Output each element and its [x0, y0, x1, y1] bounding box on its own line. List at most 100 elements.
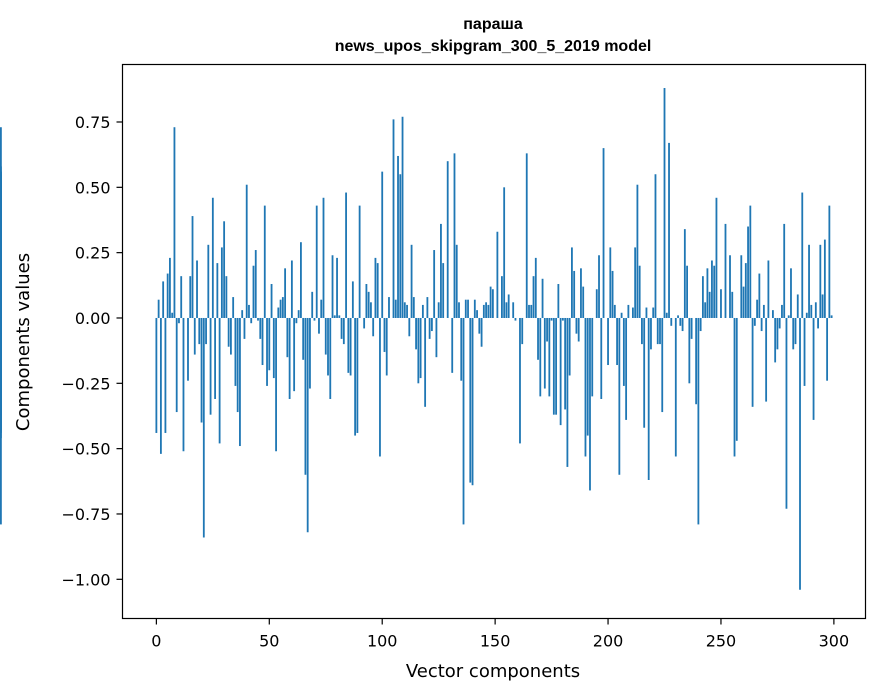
bar	[688, 317, 691, 384]
bar	[790, 268, 792, 318]
bar	[286, 317, 289, 358]
bar	[778, 317, 781, 329]
bar	[708, 291, 711, 318]
bar	[478, 317, 481, 334]
bar	[385, 317, 388, 376]
bar	[787, 315, 790, 318]
bar	[496, 231, 499, 318]
bar	[491, 289, 494, 318]
bar	[643, 317, 646, 428]
bar	[403, 302, 406, 318]
bar	[207, 244, 210, 318]
bar	[354, 317, 357, 436]
bar	[412, 297, 415, 318]
bar	[713, 265, 716, 318]
bar	[471, 317, 474, 486]
bar	[315, 205, 318, 318]
y-tick-label: −1.00	[61, 570, 110, 589]
bar	[408, 317, 411, 337]
bar	[686, 265, 688, 318]
bar	[304, 317, 307, 475]
bar	[647, 317, 650, 480]
bar	[503, 187, 506, 318]
bar	[464, 299, 467, 318]
bar	[656, 317, 659, 345]
chart-title: параша	[463, 16, 523, 33]
bar	[189, 276, 192, 318]
bar	[744, 263, 747, 318]
bar	[489, 286, 492, 318]
x-tick-label: 100	[367, 632, 398, 651]
bar	[324, 317, 327, 355]
bar	[266, 317, 268, 386]
bar	[735, 317, 738, 441]
bar	[367, 291, 370, 318]
bar	[792, 317, 795, 350]
bar	[446, 161, 449, 318]
bar	[731, 291, 734, 318]
bar	[284, 268, 287, 318]
bar	[363, 317, 366, 329]
bar	[351, 281, 354, 318]
bar	[575, 317, 578, 334]
bar	[580, 268, 582, 318]
bar	[665, 312, 668, 318]
bar	[309, 317, 311, 389]
y-tick-label: −0.75	[61, 505, 110, 524]
plot-area-frame	[121, 63, 867, 620]
bar	[564, 317, 567, 410]
bar	[796, 294, 799, 318]
bar	[803, 317, 806, 386]
bar	[774, 317, 777, 363]
bar	[602, 148, 605, 318]
bar	[430, 317, 433, 332]
bar	[0, 317, 2, 334]
bar	[370, 302, 372, 318]
bar	[0, 317, 2, 415]
bar	[699, 317, 702, 332]
y-tick-label: −0.50	[61, 440, 110, 459]
bar	[622, 317, 625, 386]
bar	[342, 317, 345, 345]
bar	[372, 317, 375, 337]
bar	[679, 317, 682, 326]
bar	[528, 304, 530, 318]
bar	[401, 116, 404, 318]
y-tick-label: 0.75	[75, 113, 111, 132]
bar	[552, 317, 555, 415]
bar	[557, 284, 560, 318]
bar	[711, 260, 713, 318]
bar	[595, 289, 598, 318]
bar	[808, 244, 810, 318]
bar	[636, 184, 639, 318]
bar	[248, 304, 250, 318]
bar	[322, 197, 325, 318]
bar	[817, 317, 819, 329]
bar	[191, 216, 194, 318]
bar	[674, 317, 677, 457]
bar	[582, 286, 585, 318]
bar	[435, 317, 438, 358]
bar	[543, 317, 546, 389]
bar	[397, 155, 399, 318]
bar	[539, 317, 542, 397]
bar	[760, 317, 763, 332]
bar	[607, 317, 609, 366]
bar	[437, 302, 440, 318]
bar	[740, 255, 743, 318]
bar	[609, 247, 612, 318]
bar	[261, 317, 264, 366]
bar	[209, 317, 212, 415]
bar	[733, 317, 736, 457]
bar	[162, 281, 165, 318]
bar	[433, 250, 436, 318]
bar	[392, 119, 395, 318]
bar	[169, 257, 171, 318]
bar	[460, 317, 463, 381]
x-tick-label: 50	[259, 632, 279, 651]
bar	[406, 304, 408, 318]
bar	[428, 317, 431, 339]
x-axis-ticks: 0 50 100 150 200 250 300	[151, 618, 849, 651]
bar	[765, 317, 768, 402]
bar	[175, 317, 178, 413]
